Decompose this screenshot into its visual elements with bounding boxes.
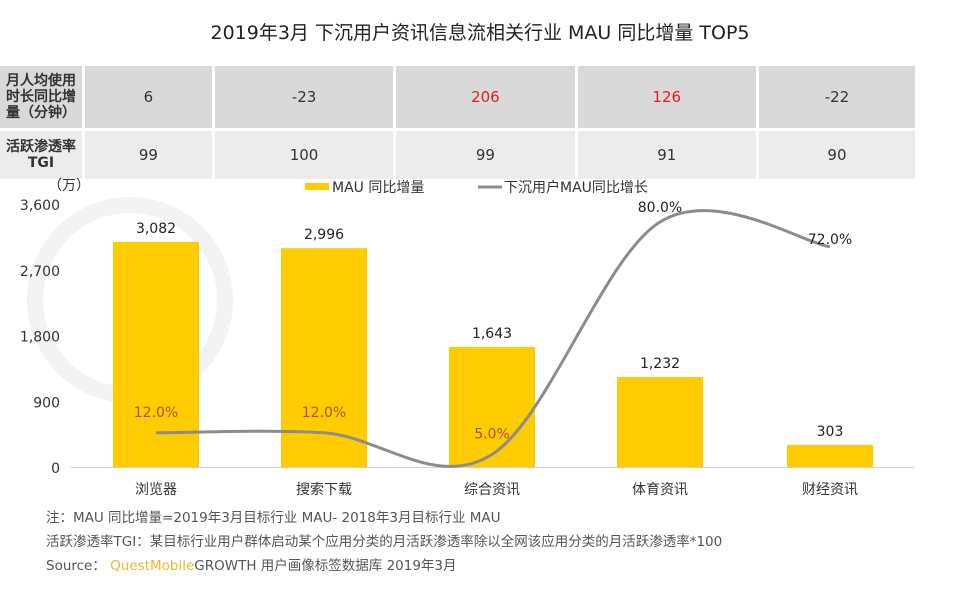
x-tick-label: 浏览器 (135, 482, 177, 498)
bar-label: 2,996 (304, 227, 344, 243)
y-tick-label: 2,700 (20, 264, 60, 280)
table-cell: 99 (83, 129, 215, 182)
line-point-label: 72.0% (808, 232, 852, 248)
table-cell: 100 (213, 129, 397, 182)
row-header: 月人均使用时长同比增量（分钟） (0, 66, 85, 131)
table-cell: 206 (394, 66, 578, 131)
source-line: Source： QuestMobileGROWTH 用户画像标签数据库 2019… (46, 554, 722, 578)
bar-label: 1,232 (640, 356, 680, 372)
line-point-label: 80.0% (638, 200, 682, 216)
bar-label: 3,082 (136, 221, 176, 237)
metrics-table: 月人均使用时长同比增量（分钟） 6 -23 206 126 -22 活跃渗透率T… (0, 66, 919, 182)
x-tick-label: 财经资讯 (802, 482, 858, 498)
bar-3 (449, 346, 535, 467)
note-tgi: 活跃渗透率TGI：某目标行业用户群体启动某个应用分类的月活跃渗透率除以全网该应用… (46, 534, 723, 550)
x-tick-label: 体育资讯 (632, 482, 688, 498)
table-cell: 91 (576, 129, 759, 182)
x-tick-label: 搜索下载 (296, 481, 352, 498)
line-series (155, 209, 831, 468)
legend-label-line: 下沉用户MAU同比增长 (504, 179, 648, 196)
table-cell: -22 (757, 66, 919, 131)
line-point-label: 5.0% (474, 427, 510, 443)
table-cell: 126 (576, 66, 759, 131)
table-cell: 90 (757, 129, 919, 182)
bar-4 (617, 376, 703, 467)
bar-5 (787, 444, 873, 467)
legend-swatch-bar (305, 183, 329, 190)
y-tick-label: 3,600 (20, 198, 60, 214)
chart-title: 2019年3月 下沉用户资讯信息流相关行业 MAU 同比增量 TOP5 (210, 22, 750, 44)
footnotes: 注：MAU 同比增量=2019年3月目标行业 MAU- 2018年3月目标行业 … (46, 506, 722, 578)
row-header: 活跃渗透率TGI (0, 129, 85, 182)
source-prefix: Source： (46, 558, 106, 574)
bar-1 (113, 241, 199, 467)
bar-label: 1,643 (472, 326, 512, 342)
bar-label: 303 (817, 424, 844, 440)
source-brand: QuestMobile (110, 558, 195, 574)
y-tick-label: 1,800 (20, 330, 60, 346)
y-tick-label: 0 (51, 461, 60, 477)
table-row-duration: 月人均使用时长同比增量（分钟） 6 -23 206 126 -22 (0, 66, 919, 131)
table-cell: 6 (83, 66, 215, 131)
line-point-label: 12.0% (134, 405, 178, 421)
table-row-tgi: 活跃渗透率TGI 99 100 99 91 90 (0, 129, 919, 182)
x-tick-label: 综合资讯 (464, 482, 520, 498)
y-tick-label: 900 (33, 395, 60, 411)
legend-label-bar: MAU 同比增量 (332, 180, 424, 196)
note-mau: 注：MAU 同比增量=2019年3月目标行业 MAU- 2018年3月目标行业 … (46, 510, 501, 526)
line-point-label: 12.0% (302, 405, 346, 421)
y-unit-label: （万） (48, 178, 90, 194)
source-rest: GROWTH 用户画像标签数据库 2019年3月 (194, 558, 457, 574)
table-cell: -23 (213, 66, 397, 131)
table-cell: 99 (394, 129, 578, 182)
